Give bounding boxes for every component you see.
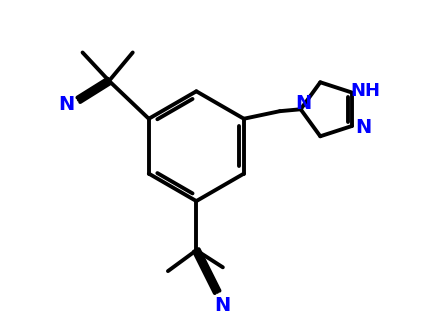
Text: N: N	[295, 94, 312, 113]
Text: N: N	[214, 296, 230, 315]
Text: NH: NH	[350, 82, 380, 100]
Text: N: N	[59, 95, 75, 114]
Text: N: N	[355, 118, 371, 137]
